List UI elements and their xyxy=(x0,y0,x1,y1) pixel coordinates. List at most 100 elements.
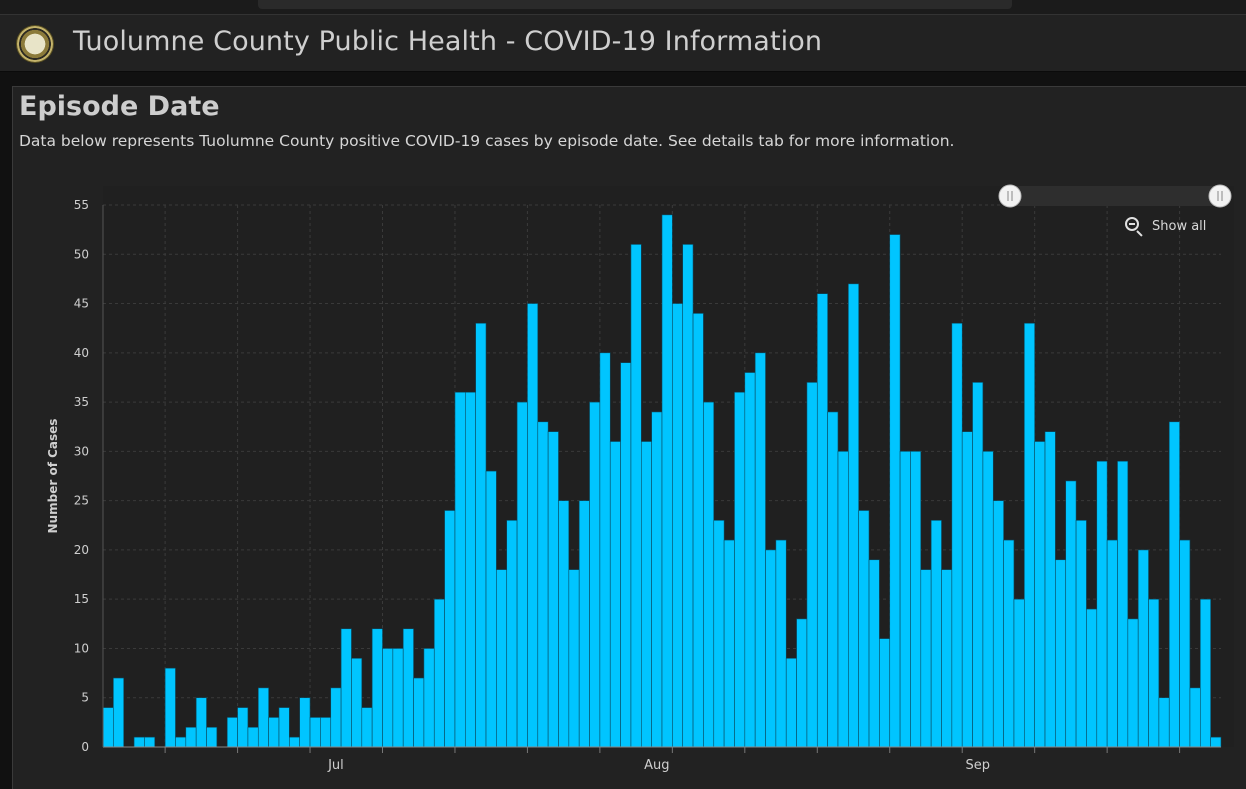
bar xyxy=(351,658,363,748)
bar xyxy=(640,441,652,748)
y-tick-label: 10 xyxy=(74,641,89,655)
bar xyxy=(816,293,828,748)
bar xyxy=(1117,460,1129,748)
bar xyxy=(879,638,891,748)
bar xyxy=(454,391,466,748)
app-header: Tuolumne County Public Health - COVID-19… xyxy=(0,14,1246,72)
bar xyxy=(982,451,994,748)
bar xyxy=(713,520,725,748)
bar xyxy=(1148,598,1160,748)
bar xyxy=(1065,480,1077,748)
bar xyxy=(1075,520,1087,748)
zoom-out-icon xyxy=(1124,216,1144,237)
bar xyxy=(1034,441,1046,748)
bar xyxy=(609,441,621,748)
bar xyxy=(299,697,311,748)
bar xyxy=(889,234,901,748)
bar xyxy=(133,736,145,748)
bar xyxy=(868,559,880,748)
bar xyxy=(268,717,280,748)
bar xyxy=(237,707,249,748)
bar xyxy=(226,717,238,748)
bar xyxy=(578,500,590,748)
bar xyxy=(806,382,818,748)
bar xyxy=(382,648,394,748)
bar xyxy=(309,717,321,748)
y-tick-label: 25 xyxy=(74,494,89,508)
y-tick-label: 15 xyxy=(74,592,89,606)
bar xyxy=(651,411,663,748)
bar xyxy=(102,707,114,748)
bar xyxy=(175,736,187,748)
bar xyxy=(330,687,342,748)
bar xyxy=(930,520,942,748)
y-tick-label: 50 xyxy=(74,247,89,261)
bar xyxy=(589,401,601,748)
bar xyxy=(765,549,777,748)
bar xyxy=(413,677,425,748)
bar xyxy=(620,362,632,748)
y-tick-label: 55 xyxy=(74,198,89,212)
bar xyxy=(433,598,445,748)
bar xyxy=(371,628,383,748)
app-title: Tuolumne County Public Health - COVID-19… xyxy=(73,26,823,57)
bar xyxy=(444,510,456,748)
bar xyxy=(858,510,870,748)
bar xyxy=(775,539,787,748)
bar xyxy=(1179,539,1191,748)
bar xyxy=(1189,687,1201,748)
y-tick-label: 35 xyxy=(74,395,89,409)
scrollbar-end-grip[interactable] xyxy=(1208,184,1232,208)
bar xyxy=(941,569,953,748)
show-all-button[interactable]: Show all xyxy=(1124,215,1206,237)
bar xyxy=(289,736,300,748)
bar xyxy=(392,648,404,748)
y-axis-label: Number of Cases xyxy=(46,419,60,534)
bar xyxy=(558,500,570,748)
bar xyxy=(1127,618,1139,748)
bar xyxy=(527,303,539,748)
bar xyxy=(1199,598,1211,748)
bar xyxy=(465,391,476,748)
x-month-label: Sep xyxy=(965,758,990,773)
bar xyxy=(661,214,673,748)
bar xyxy=(340,628,352,748)
y-tick-label: 0 xyxy=(81,740,89,754)
bar xyxy=(744,372,756,748)
y-tick-label: 20 xyxy=(74,543,89,557)
bar xyxy=(496,569,508,748)
bar xyxy=(630,244,642,748)
bar xyxy=(1168,421,1180,748)
bar xyxy=(837,451,849,748)
bar xyxy=(754,352,766,748)
bar xyxy=(1013,598,1025,748)
bar xyxy=(972,382,984,748)
panel-title: Episode Date xyxy=(19,91,220,122)
bar xyxy=(423,648,435,748)
bar xyxy=(827,411,839,748)
bar xyxy=(320,717,332,748)
show-all-label: Show all xyxy=(1152,218,1207,234)
bar xyxy=(247,726,259,748)
address-bar xyxy=(258,0,1012,9)
bar xyxy=(547,431,559,748)
panel-description: Data below represents Tuolumne County po… xyxy=(19,132,955,150)
bar xyxy=(257,687,269,748)
bar xyxy=(195,697,207,748)
bar xyxy=(402,628,414,748)
scrollbar-start-grip[interactable] xyxy=(998,184,1022,208)
bar xyxy=(278,707,290,748)
bar xyxy=(1024,322,1035,748)
bar xyxy=(164,667,176,748)
bar xyxy=(992,500,1004,748)
bar xyxy=(144,736,156,748)
bar xyxy=(475,322,487,748)
y-tick-label: 30 xyxy=(74,444,89,458)
bar xyxy=(1158,697,1170,748)
bar xyxy=(910,451,922,748)
bar xyxy=(920,569,932,748)
bar xyxy=(185,726,197,748)
bar xyxy=(1210,736,1222,748)
y-tick-label: 5 xyxy=(81,691,89,705)
